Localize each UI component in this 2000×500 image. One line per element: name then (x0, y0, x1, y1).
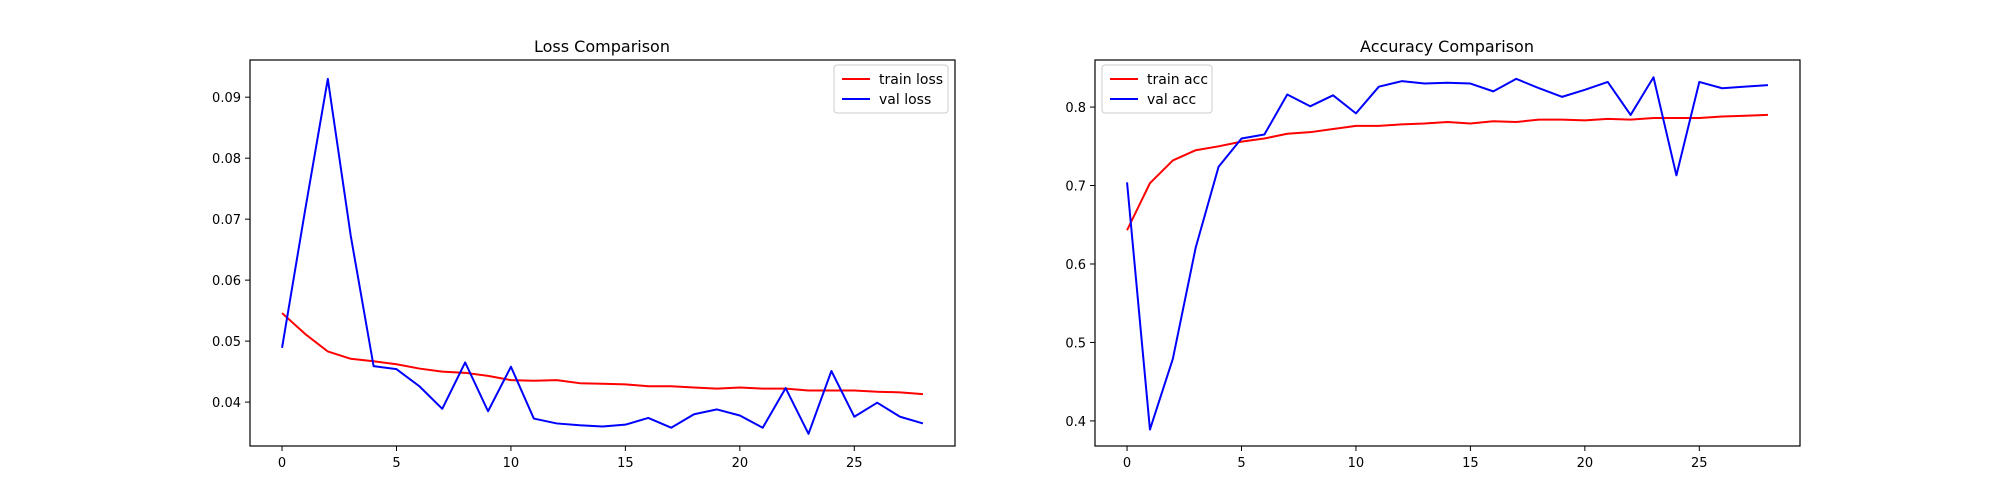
legend-label-train-acc: train acc (1147, 72, 1208, 88)
loss-chart-axes-frame (249, 59, 956, 447)
loss-chart-y-tick-label: 0.07 (212, 213, 241, 228)
loss-chart-y-tick-label: 0.06 (212, 274, 241, 289)
accuracy-chart-x-tick-label: 10 (1348, 456, 1365, 471)
loss-chart-x-tick-label: 20 (732, 456, 749, 471)
accuracy-chart-y-tick-label: 0.7 (1065, 180, 1086, 195)
accuracy-chart-x-tick-label: 15 (1462, 456, 1479, 471)
accuracy-chart-y-ticks: 0.4 0.5 0.6 0.7 0.8 (1065, 101, 1095, 430)
series-line-val-acc (1126, 76, 1769, 431)
accuracy-chart-y-tick-label: 0.8 (1065, 101, 1086, 116)
loss-chart-title: Loss Comparison (534, 37, 670, 56)
accuracy-chart-x-tick-label: 0 (1123, 456, 1131, 471)
loss-chart-legend: train loss val loss (833, 64, 949, 114)
accuracy-chart-panel: 0 5 10 15 20 25 0.4 0.5 0.6 0.7 0.8 Accuracy Comp… (1065, 37, 1801, 471)
accuracy-chart-title: Accuracy Comparison (1360, 37, 1534, 56)
accuracy-chart-axes-frame (1094, 59, 1801, 447)
series-line-train-acc (1126, 113, 1768, 231)
legend-label-val-loss: val loss (879, 92, 931, 108)
loss-chart-y-tick-label: 0.05 (212, 335, 241, 350)
accuracy-chart-lines (1126, 76, 1769, 431)
accuracy-chart-x-tick-label: 20 (1577, 456, 1594, 471)
accuracy-chart-legend-box (1101, 64, 1213, 114)
loss-chart-lines (281, 77, 924, 435)
loss-chart-x-tick-label: 0 (278, 456, 286, 471)
loss-chart-legend-box (833, 64, 949, 114)
accuracy-chart-y-tick-label: 0.6 (1065, 258, 1086, 273)
loss-chart-x-tick-label: 15 (617, 456, 634, 471)
accuracy-chart-legend: train acc val acc (1101, 64, 1213, 114)
accuracy-chart-x-tick-label: 5 (1237, 456, 1245, 471)
series-line-val-loss (281, 77, 924, 435)
loss-chart-y-tick-label: 0.08 (212, 152, 241, 167)
series-line-train-loss (281, 312, 924, 396)
accuracy-chart-y-tick-label: 0.5 (1065, 336, 1086, 351)
loss-chart-y-tick-label: 0.09 (212, 91, 241, 106)
accuracy-chart-x-tick-label: 25 (1691, 456, 1708, 471)
loss-chart-x-tick-label: 5 (392, 456, 400, 471)
legend-label-train-loss: train loss (879, 72, 943, 88)
loss-chart-x-ticks: 0 5 10 15 20 25 (278, 446, 863, 471)
legend-label-val-acc: val acc (1147, 92, 1196, 108)
loss-chart-y-ticks: 0.04 0.05 0.06 0.07 0.08 0.09 (212, 91, 250, 411)
loss-chart-panel: 0 5 10 15 20 25 0.04 0.05 0.06 0.07 0.08 0.09 Loss… (212, 37, 956, 471)
accuracy-chart-y-tick-label: 0.4 (1065, 415, 1086, 430)
accuracy-chart-x-ticks: 0 5 10 15 20 25 (1123, 446, 1708, 471)
loss-chart-y-tick-label: 0.04 (212, 396, 241, 411)
loss-chart-x-tick-label: 10 (503, 456, 520, 471)
loss-chart-x-tick-label: 25 (846, 456, 863, 471)
